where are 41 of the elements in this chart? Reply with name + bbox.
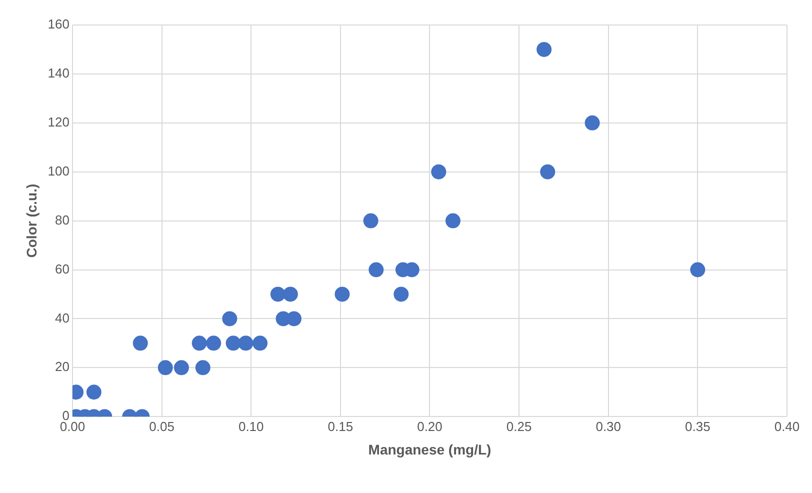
- point: [334, 286, 350, 302]
- point: [394, 286, 409, 302]
- x-tick-label: 0.30: [596, 418, 622, 434]
- x-tick-label: 0.15: [328, 418, 354, 434]
- x-tick-label: 0.25: [506, 418, 532, 434]
- y-tick-label: 160: [48, 16, 70, 32]
- point: [192, 336, 207, 351]
- point: [540, 164, 556, 180]
- point: [368, 262, 384, 278]
- y-tick-label: 40: [55, 310, 70, 326]
- x-axis-title: Manganese (mg/L): [368, 441, 492, 458]
- y-tick-label: 60: [55, 261, 70, 276]
- x-tick-label: 0.05: [149, 418, 174, 434]
- y-tick-label: 140: [48, 66, 70, 81]
- point: [238, 336, 254, 351]
- x-tick-label: 0.40: [774, 418, 800, 434]
- y-tick-label: 100: [48, 163, 70, 178]
- x-tick-label: 0.35: [685, 418, 710, 434]
- y-axis-title: Color (c.u.): [23, 184, 40, 258]
- point: [363, 213, 378, 228]
- point: [86, 384, 102, 400]
- point: [252, 336, 268, 351]
- point: [226, 336, 241, 351]
- x-tick-label: 0.10: [238, 418, 264, 434]
- y-tick-label: 20: [55, 359, 70, 374]
- point: [690, 262, 706, 278]
- point: [206, 336, 222, 351]
- point: [282, 286, 298, 302]
- point: [195, 360, 210, 376]
- y-tick-label: 80: [55, 212, 70, 228]
- point: [536, 42, 552, 57]
- point: [174, 360, 189, 376]
- point: [584, 115, 600, 130]
- point: [222, 311, 238, 326]
- point: [132, 336, 148, 351]
- y-tick-label: 120: [48, 114, 70, 130]
- point: [431, 164, 446, 180]
- point: [158, 360, 173, 376]
- point: [270, 286, 286, 302]
- x-tick-label: 0.20: [417, 418, 442, 434]
- point: [445, 213, 460, 228]
